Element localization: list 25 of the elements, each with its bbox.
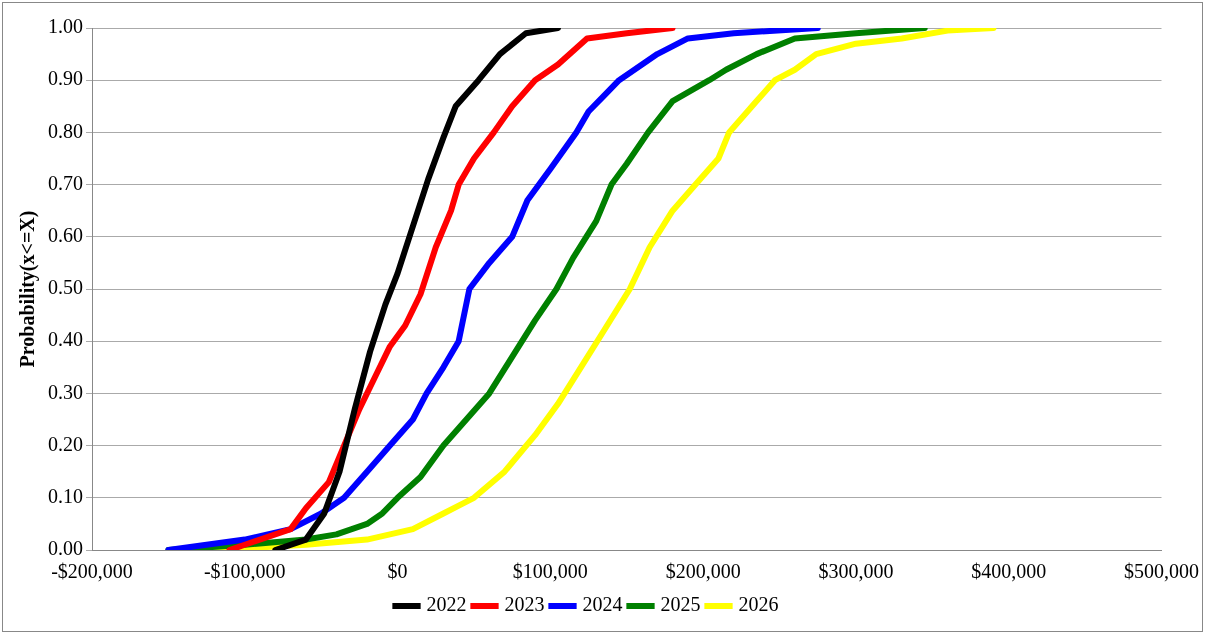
legend-label: 2026 — [738, 593, 779, 616]
y-axis-title: Probability(x<=X) — [16, 210, 40, 368]
x-tick-label: $100,000 — [512, 560, 588, 583]
legend-label: 2023 — [504, 593, 545, 616]
y-tick-label: 0.50 — [48, 276, 83, 299]
y-tick-label: 0.40 — [48, 328, 83, 351]
x-tick-label: $500,000 — [1124, 560, 1199, 583]
legend-label: 2024 — [582, 593, 623, 616]
y-tick-label: 1.00 — [48, 15, 83, 38]
y-tick-label: 0.80 — [48, 119, 83, 142]
y-tick-label: 0.30 — [48, 380, 83, 403]
y-tick-label: 0.20 — [48, 432, 83, 455]
x-tick-label: $0 — [387, 560, 408, 583]
y-tick-label: 0.60 — [48, 224, 83, 247]
x-tick-label: -$100,000 — [203, 560, 286, 583]
y-tick-label: 0.90 — [48, 67, 83, 90]
x-tick-label: $400,000 — [971, 560, 1047, 583]
y-tick-label: 0.10 — [48, 485, 83, 508]
y-tick-label: 0.00 — [48, 537, 83, 560]
x-tick-label: $200,000 — [665, 560, 741, 583]
x-tick-label: -$200,000 — [51, 560, 133, 583]
legend-label: 2022 — [426, 593, 467, 616]
x-tick-label: $300,000 — [818, 560, 894, 583]
legend-label: 2025 — [660, 593, 701, 616]
y-tick-label: 0.70 — [48, 171, 83, 194]
